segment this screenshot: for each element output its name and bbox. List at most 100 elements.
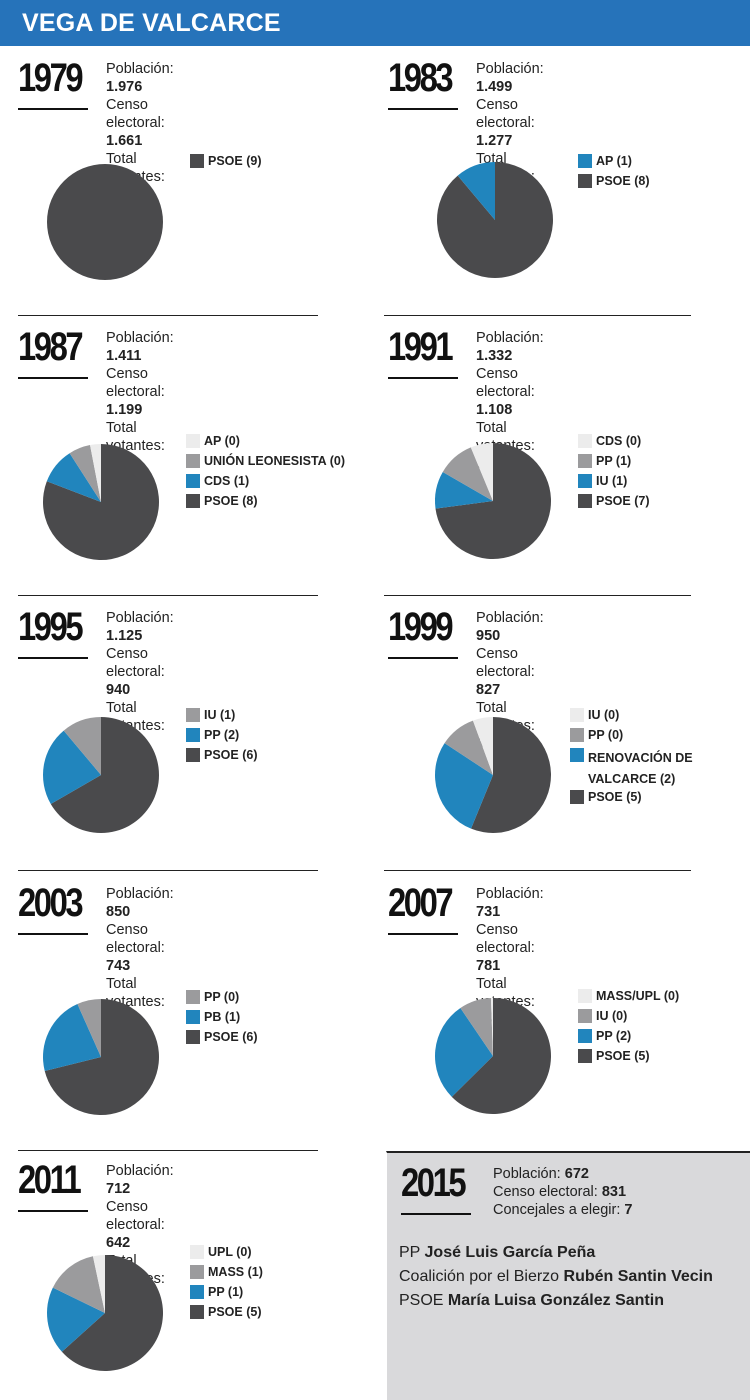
pie-slice: [52, 1256, 105, 1313]
pie-chart: [435, 998, 551, 1114]
pie-slice: [92, 1255, 105, 1313]
candidate-name: Rubén Santin Vecin: [563, 1268, 713, 1285]
stats-block: Población: 731 Censo electoral: 781 Total …: [476, 885, 544, 1029]
stat-label: Censo electoral:: [106, 922, 165, 956]
chart-legend: MASS/UPL (0) IU (0) PP (2) PSOE (5): [578, 989, 679, 1069]
pie-chart: [437, 162, 553, 278]
pie-slice: [69, 445, 101, 502]
stat-label: Concejales a elegir:: [493, 1202, 621, 1218]
year-label: 1979: [18, 56, 84, 100]
legend-swatch: [186, 1010, 200, 1024]
stat-label: Población:: [476, 61, 544, 77]
legend-item: PP (0): [186, 990, 258, 1010]
pie-slice: [435, 472, 493, 509]
stat-label: Población:: [106, 330, 174, 346]
stat-label: Población:: [106, 61, 174, 77]
legend-swatch: [570, 748, 584, 762]
pie-chart: [435, 717, 551, 833]
legend-label: PP (1): [596, 454, 632, 468]
year-2015: 2015: [401, 1161, 467, 1205]
legend-label: PP (2): [596, 1029, 632, 1043]
legend-swatch: [186, 708, 200, 722]
chart-legend: CDS (0) PP (1) IU (1) PSOE (7): [578, 434, 650, 514]
stat-value: 1.332: [476, 348, 513, 364]
legend-swatch: [190, 1305, 204, 1319]
legend-item: MASS/UPL (0): [578, 989, 679, 1009]
chart-legend: PP (0) PB (1) PSOE (6): [186, 990, 258, 1050]
stat-value: 642: [106, 1235, 131, 1251]
legend-swatch: [186, 454, 200, 468]
pie-chart: [47, 164, 163, 280]
stat-label: Población:: [476, 886, 544, 902]
candidate-name: María Luisa González Santin: [447, 1292, 664, 1309]
legend-label: PB (1): [204, 1010, 241, 1024]
stats-block: Población: 1.411 Censo electoral: 1.199 To…: [106, 329, 174, 473]
section-divider: [18, 870, 318, 871]
legend-item: UNIÓN LEONESISTA (0): [186, 454, 345, 474]
candidate-party: Coalición por el Bierzo: [399, 1268, 560, 1285]
pie-slice: [457, 162, 495, 220]
legend-swatch: [578, 474, 592, 488]
legend-label: PSOE (8): [204, 494, 258, 508]
legend-label: PSOE (7): [596, 494, 650, 508]
legend-label: IU (1): [204, 708, 236, 722]
legend-swatch: [186, 494, 200, 508]
legend-item: IU (0): [570, 708, 708, 728]
legend-item: PSOE (8): [186, 494, 345, 514]
stat-value: 1.976: [106, 79, 143, 95]
stat-value: 1.499: [476, 79, 513, 95]
legend-item: MASS (1): [190, 1265, 263, 1285]
legend-swatch: [570, 728, 584, 742]
legend-label: PP (1): [208, 1285, 244, 1299]
year-underline: [18, 1210, 88, 1212]
pie-slice: [460, 998, 493, 1056]
legend-swatch: [578, 1049, 592, 1063]
legend-swatch: [190, 1285, 204, 1299]
year-label: 1987: [18, 325, 84, 369]
stat-value: 731: [476, 904, 501, 920]
year-underline: [388, 108, 458, 110]
legend-swatch: [186, 434, 200, 448]
legend-label: PP (0): [204, 990, 240, 1004]
legend-label: MASS/UPL (0): [596, 989, 680, 1003]
stat-value: 1.277: [476, 133, 513, 149]
stat-label: Censo electoral:: [476, 97, 535, 131]
legend-label: PP (2): [204, 728, 240, 742]
legend-item: RENOVACIÓN DE VALCARCE (2): [570, 748, 708, 790]
candidate-name: José Luis García Peña: [424, 1244, 596, 1261]
candidate-row: PP José Luis García Peña: [399, 1241, 713, 1265]
stat-label: Censo electoral:: [106, 1199, 165, 1233]
legend-item: IU (1): [186, 708, 258, 728]
legend-swatch: [186, 474, 200, 488]
year-underline: [18, 108, 88, 110]
legend-label: IU (0): [596, 1009, 628, 1023]
stat-value: 831: [601, 1184, 627, 1200]
stat-label: Población:: [106, 1163, 174, 1179]
stat-value: 712: [106, 1181, 131, 1197]
legend-label: CDS (1): [204, 474, 250, 488]
legend-label: RENOVACIÓN DE VALCARCE (2): [588, 751, 693, 786]
pie-slice: [435, 1008, 493, 1097]
legend-item: PSOE (8): [578, 174, 650, 194]
pie-slice: [470, 443, 493, 501]
pie-slice: [47, 164, 163, 280]
legend-swatch: [186, 728, 200, 742]
pie-chart: [435, 443, 551, 559]
legend-swatch: [570, 708, 584, 722]
legend-label: UPL (0): [208, 1245, 252, 1259]
stat-value: 672: [564, 1166, 589, 1182]
legend-item: CDS (0): [578, 434, 650, 454]
legend-item: AP (0): [186, 434, 345, 454]
legend-item: PSOE (7): [578, 494, 650, 514]
legend-item: UPL (0): [190, 1245, 263, 1265]
legend-label: PSOE (5): [588, 790, 642, 804]
stat-value: 1.125: [106, 628, 143, 644]
legend-swatch: [570, 790, 584, 804]
header-bar: VEGA DE VALCARCE: [0, 0, 750, 46]
stat-label: Población:: [476, 330, 544, 346]
stat-value: 827: [476, 682, 501, 698]
section-divider: [384, 315, 691, 316]
year-underline: [18, 377, 88, 379]
stat-value: 950: [476, 628, 501, 644]
legend-swatch: [190, 1265, 204, 1279]
